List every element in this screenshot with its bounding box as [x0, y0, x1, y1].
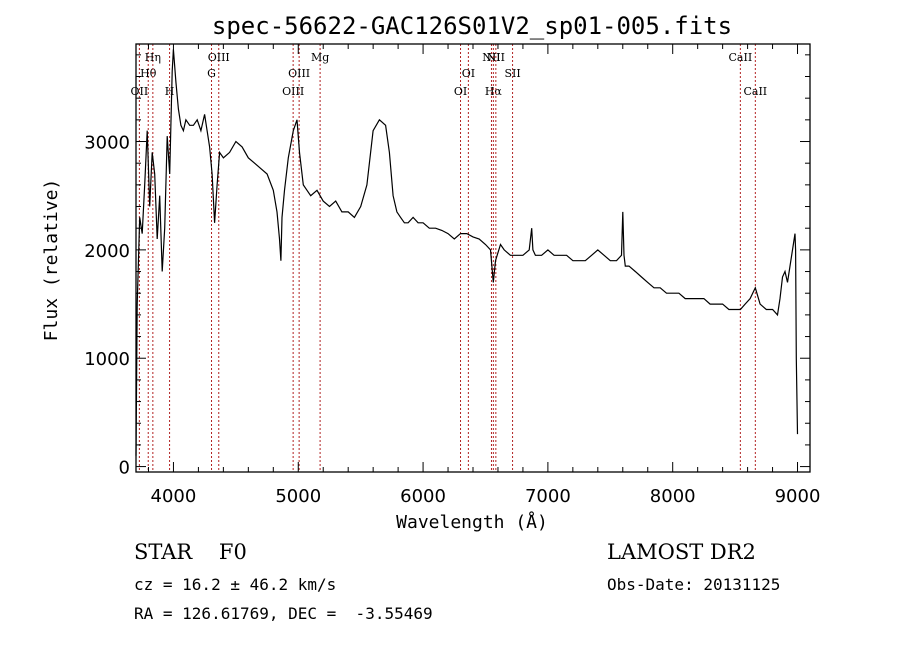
y-tick-label: 1000: [84, 349, 130, 370]
spectral-line-markers: OIIHθHηHGOIIIOIIIOIIIMgOIOINIIHαNIISIICa…: [131, 44, 767, 472]
y-tick-label: 2000: [84, 241, 130, 262]
x-tick-label: 7000: [525, 486, 571, 507]
x-tick-label: 8000: [650, 486, 696, 507]
x-tick-label: 9000: [775, 486, 821, 507]
x-tick-label: 5000: [275, 486, 321, 507]
spectral-line-label: OII: [131, 85, 149, 98]
spectral-line-label: CaII: [729, 51, 753, 64]
spectral-line-label: OIII: [208, 51, 230, 64]
x-tick-label: 6000: [400, 486, 446, 507]
spectral-line-label: G: [207, 67, 216, 80]
survey-name: LAMOST DR2: [607, 540, 756, 564]
y-tick-label: 0: [119, 458, 130, 479]
spectral-line-label: Hη: [145, 51, 161, 64]
coordinates: RA = 126.61769, DEC = -3.55469: [134, 604, 433, 623]
observation-date: Obs-Date: 20131125: [607, 575, 781, 594]
spectral-line-label: Mg: [311, 51, 329, 64]
spectral-line-label: OI: [454, 85, 467, 98]
object-class: STAR F0: [134, 540, 247, 564]
spectral-line-label: Hα: [485, 85, 503, 98]
chart-title: spec-56622-GAC126S01V2_sp01-005.fits: [212, 12, 732, 40]
axes: 4000 5000 6000 7000 8000 9000 0 1000 2000 3000: [84, 44, 820, 507]
spectral-line-label: H: [165, 85, 175, 98]
x-axis-label: Wavelength (Å): [396, 511, 548, 533]
spectral-line-label: SII: [504, 67, 520, 80]
y-tick-label: 3000: [84, 133, 130, 154]
spectral-line-label: CaII: [743, 85, 767, 98]
y-axis-label: Flux (relative): [41, 179, 62, 342]
plot-frame: [135, 43, 811, 473]
x-tick-label: 4000: [151, 486, 197, 507]
spectral-line-label: OIII: [288, 67, 310, 80]
spectral-line-label: NII: [487, 51, 505, 64]
redshift-velocity: cz = 16.2 ± 46.2 km/s: [134, 575, 337, 594]
spectral-line-label: OIII: [282, 85, 304, 98]
spectral-line-label: OI: [462, 67, 475, 80]
spectrum-line: [135, 49, 799, 456]
spectral-line-label: Hθ: [140, 67, 157, 80]
